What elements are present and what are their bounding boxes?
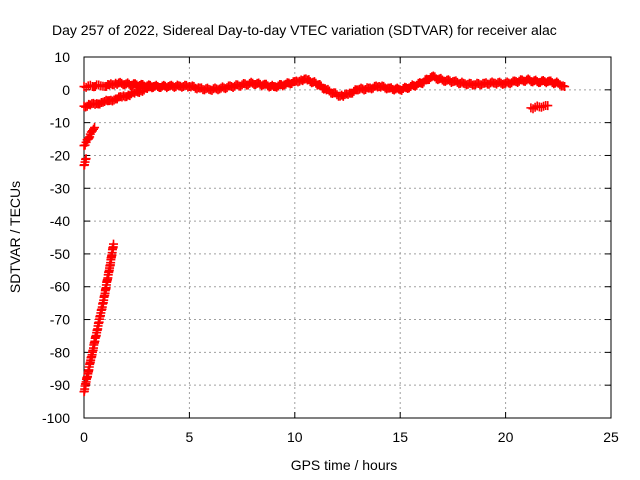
- y-tick-label: -30: [50, 180, 70, 196]
- data-layer: [79, 71, 570, 397]
- data-series: [79, 154, 91, 170]
- y-tick-label: -20: [50, 147, 70, 163]
- data-series: [79, 123, 100, 151]
- data-point: [88, 124, 98, 134]
- y-tick-label: -100: [42, 410, 70, 426]
- y-tick-label: -10: [50, 115, 70, 131]
- x-tick-label: 25: [603, 429, 619, 445]
- data-series: [526, 101, 553, 114]
- axis-ticks: 0 5 10 15 20 25 10 0 -10 -20 -30 -40 -50 -60 -70 -80 -90…: [42, 49, 619, 445]
- data-point: [81, 82, 91, 92]
- chart-title: Day 257 of 2022, Sidereal Day-to-day VTE…: [52, 22, 557, 38]
- x-axis-label: GPS time / hours: [291, 457, 398, 473]
- x-tick-label: 0: [80, 429, 88, 445]
- y-tick-label: -80: [50, 344, 70, 360]
- x-tick-label: 10: [287, 429, 303, 445]
- plot-frame: [83, 56, 612, 419]
- y-tick-label: -90: [50, 377, 70, 393]
- data-point: [81, 154, 91, 164]
- y-tick-label: -60: [50, 279, 70, 295]
- data-point: [94, 80, 104, 90]
- x-tick-label: 15: [392, 429, 408, 445]
- y-tick-label: 10: [54, 49, 70, 65]
- y-tick-label: -50: [50, 246, 70, 262]
- data-point: [543, 101, 553, 111]
- data-point: [147, 83, 157, 93]
- grid: [84, 57, 611, 418]
- y-tick-label: 0: [62, 82, 70, 98]
- data-point: [149, 82, 159, 92]
- x-tick-label: 20: [498, 429, 514, 445]
- data-point: [536, 102, 546, 112]
- data-series: [79, 239, 119, 397]
- x-tick-label: 5: [186, 429, 194, 445]
- y-tick-label: -40: [50, 213, 70, 229]
- data-point: [109, 239, 119, 249]
- data-point: [560, 82, 570, 92]
- y-tick-label: -70: [50, 312, 70, 328]
- y-axis-label: SDTVAR / TECUs: [7, 181, 23, 293]
- data-point: [90, 123, 100, 133]
- data-series: [79, 82, 159, 112]
